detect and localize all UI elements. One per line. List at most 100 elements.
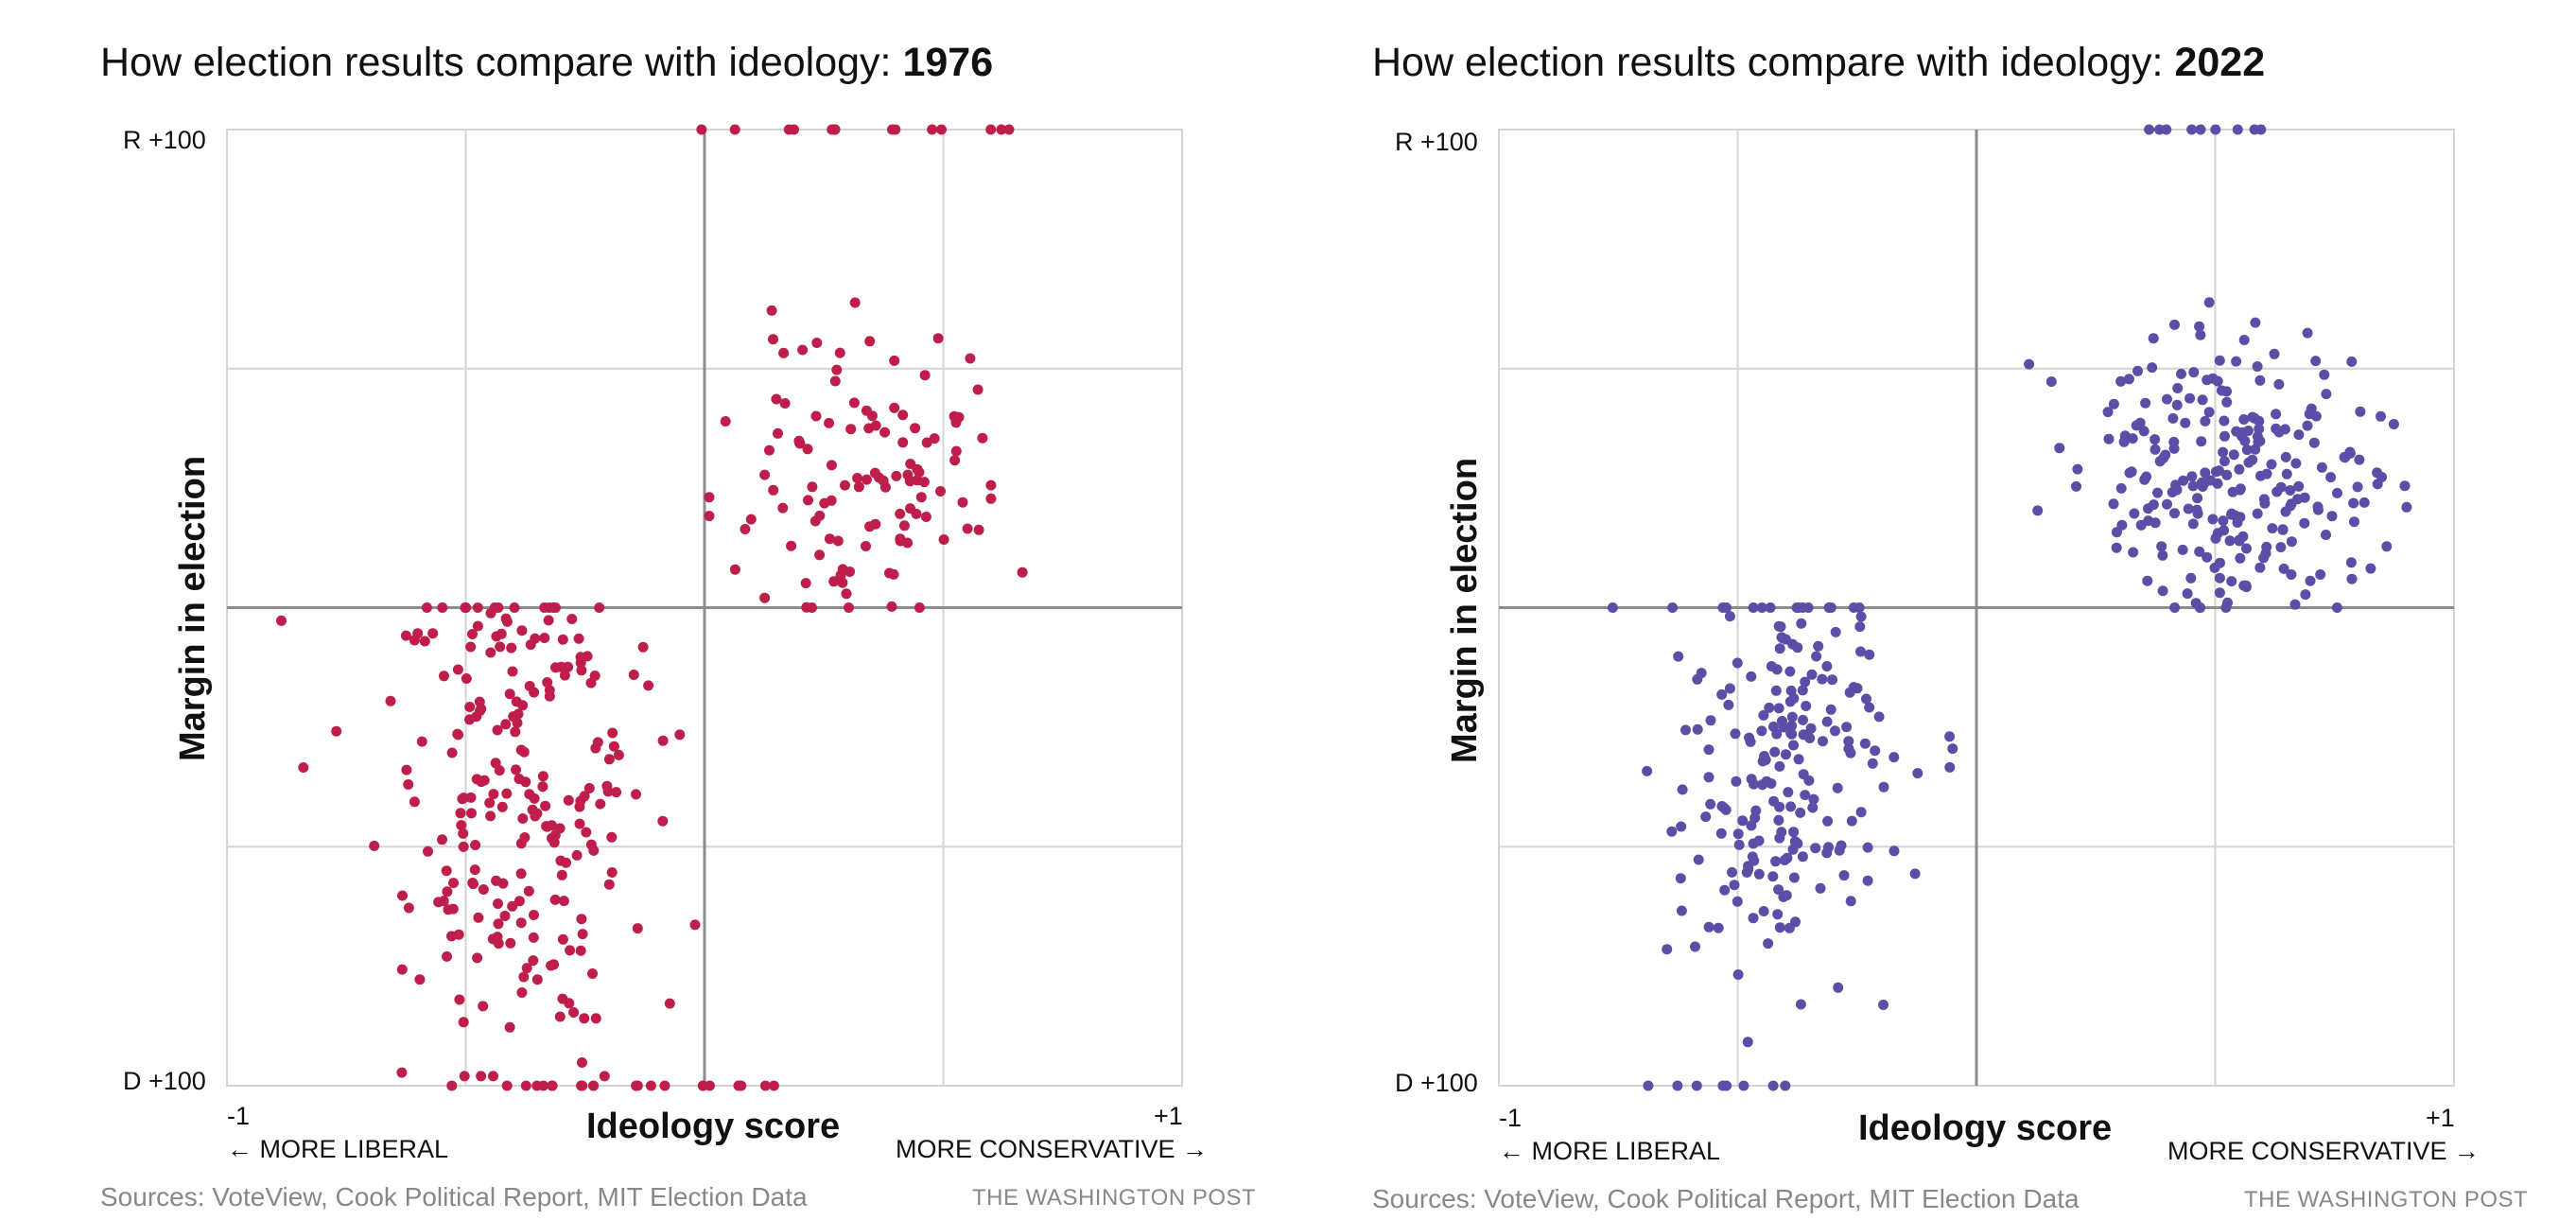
data-point — [864, 521, 876, 532]
data-point — [595, 798, 606, 810]
data-point — [826, 495, 837, 506]
data-point — [1732, 657, 1743, 669]
data-point — [576, 665, 587, 676]
data-point — [1692, 673, 1703, 685]
data-point — [2219, 415, 2230, 427]
data-point — [985, 124, 997, 135]
data-point — [1758, 906, 1769, 916]
data-point — [2102, 407, 2114, 418]
y-axis-title: Margin in election — [1445, 457, 1485, 763]
data-point — [2231, 426, 2242, 437]
data-point — [2234, 463, 2245, 475]
data-point — [628, 670, 639, 680]
data-point — [1821, 716, 1833, 727]
data-point — [1912, 768, 1923, 779]
data-point — [2310, 356, 2322, 367]
data-point — [439, 671, 449, 682]
data-point — [2331, 602, 2342, 613]
data-point — [461, 602, 472, 613]
data-point — [1763, 938, 1774, 950]
data-point — [828, 576, 840, 587]
data-point — [2348, 497, 2359, 509]
data-point — [2261, 541, 2272, 552]
data-point — [920, 512, 931, 522]
data-point — [400, 630, 411, 641]
data-point — [568, 1007, 580, 1018]
data-point — [2200, 415, 2211, 427]
data-point — [472, 602, 483, 613]
data-point — [446, 931, 457, 942]
data-point — [2316, 462, 2327, 473]
data-point — [1774, 760, 1785, 772]
data-point — [505, 937, 516, 949]
data-point — [427, 628, 439, 639]
data-point — [542, 821, 553, 832]
data-point — [2269, 348, 2280, 359]
data-point — [1756, 725, 1767, 737]
data-point — [414, 974, 426, 985]
data-point — [1944, 761, 1956, 773]
data-point — [1781, 890, 1792, 901]
data-point — [478, 1001, 489, 1012]
data-point — [529, 910, 539, 920]
data-point — [495, 641, 506, 653]
data-point — [515, 744, 527, 756]
data-point — [510, 726, 521, 738]
data-point — [523, 885, 534, 897]
data-point — [1782, 852, 1793, 863]
data-point — [853, 481, 864, 493]
data-point — [1773, 814, 1784, 826]
data-point — [558, 896, 569, 907]
data-point — [563, 661, 574, 672]
data-point — [1673, 651, 1684, 662]
data-point — [2302, 420, 2313, 431]
more-conservative-note: MORE CONSERVATIVE → — [896, 1135, 1209, 1163]
data-point — [2177, 544, 2188, 555]
data-point — [298, 762, 309, 773]
data-point — [2196, 477, 2207, 488]
data-point — [1861, 693, 1871, 705]
x-tick-right: +1 — [2426, 1104, 2455, 1132]
data-point — [528, 932, 539, 943]
data-point — [1703, 921, 1714, 932]
data-point — [1855, 646, 1866, 657]
data-point — [547, 832, 557, 844]
data-point — [2184, 392, 2196, 404]
data-point — [2148, 333, 2159, 344]
data-point — [1811, 651, 1822, 662]
data-point — [1825, 704, 1836, 715]
data-point — [2192, 493, 2203, 504]
data-point — [1784, 922, 1795, 933]
data-point — [1758, 709, 1769, 721]
data-point — [1713, 922, 1724, 933]
data-point — [936, 124, 947, 135]
data-point — [459, 1071, 470, 1082]
data-point — [834, 347, 845, 358]
data-point — [1748, 602, 1759, 613]
data-point — [2293, 429, 2305, 441]
data-point — [1801, 701, 1812, 711]
data-point — [874, 472, 884, 483]
data-point — [1677, 784, 1688, 795]
y-tick-top: R +100 — [123, 126, 206, 154]
data-point — [485, 607, 496, 619]
data-point — [1703, 744, 1714, 756]
data-point — [2219, 525, 2230, 536]
data-point — [2281, 468, 2292, 479]
data-point — [949, 455, 961, 466]
data-point — [1833, 982, 1844, 993]
data-point — [1691, 1080, 1702, 1091]
data-point — [1772, 909, 1784, 920]
data-point — [704, 511, 715, 522]
data-point — [446, 1080, 458, 1091]
data-point — [550, 662, 561, 673]
data-point — [577, 1057, 587, 1068]
y-tick-bottom: D +100 — [123, 1067, 206, 1095]
data-point — [2345, 557, 2357, 568]
data-point — [831, 364, 843, 375]
data-point — [1738, 1080, 1749, 1091]
data-point — [2216, 385, 2227, 396]
data-point — [467, 629, 478, 639]
data-point — [1672, 1080, 1683, 1091]
data-point — [832, 535, 844, 547]
